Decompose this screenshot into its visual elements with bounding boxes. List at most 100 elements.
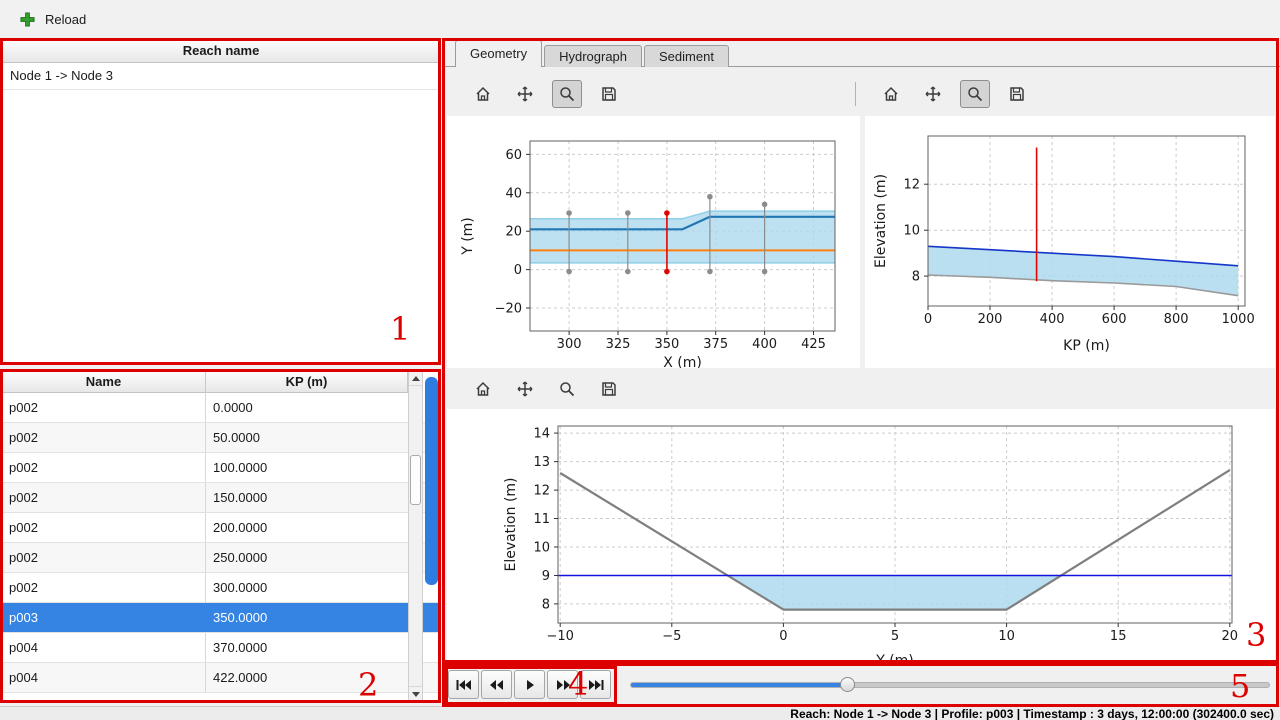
save-icon [602, 382, 616, 396]
svg-text:Y (m): Y (m) [460, 217, 476, 256]
home-icon [884, 86, 898, 101]
zoom-button[interactable] [552, 375, 582, 403]
cell-kp[interactable]: 300.0000 [213, 580, 268, 595]
column-header-name[interactable]: Name [2, 371, 206, 393]
svg-text:15: 15 [1110, 629, 1127, 644]
home-button[interactable] [468, 80, 498, 108]
scroll-down-button[interactable] [409, 686, 422, 701]
cell-kp[interactable]: 100.0000 [213, 460, 268, 475]
cell-name[interactable]: p002 [2, 513, 206, 542]
fast-forward-button[interactable] [547, 670, 578, 699]
home-icon [476, 86, 490, 101]
svg-text:400: 400 [1040, 312, 1065, 327]
playback-strip [443, 664, 1280, 706]
cell-kp[interactable]: 250.0000 [213, 550, 268, 565]
cell-name[interactable]: p004 [2, 633, 206, 662]
reload-plus-icon [20, 11, 35, 27]
skip-to-start-icon [456, 679, 471, 690]
skip-to-start-button[interactable] [448, 670, 479, 699]
cell-kp[interactable]: 50.0000 [213, 430, 260, 445]
table-row[interactable]: p004 422.0000 [2, 663, 440, 693]
pan-button[interactable] [510, 375, 540, 403]
skip-to-end-button[interactable] [580, 670, 611, 699]
plan-view-chart[interactable]: 300 325 350 375 400 425 −20 0 20 40 60 X (m) Y (m) [447, 116, 860, 368]
scroll-up-button[interactable] [409, 371, 422, 386]
tab-hydrograph[interactable]: Hydrograph [544, 45, 643, 67]
cell-name[interactable]: p003 [2, 603, 206, 632]
pan-icon [517, 86, 533, 102]
zoom-button[interactable] [552, 80, 582, 108]
reach-list: Node 1 -> Node 3 [2, 63, 440, 90]
rewind-button[interactable] [481, 670, 512, 699]
svg-text:300: 300 [557, 337, 582, 352]
tab-sediment[interactable]: Sediment [644, 45, 729, 67]
overlay-scrollbar[interactable] [425, 377, 438, 585]
reach-list-item[interactable]: Node 1 -> Node 3 [2, 63, 440, 90]
pan-button[interactable] [510, 80, 540, 108]
slider-handle[interactable] [839, 677, 855, 692]
slider-track[interactable] [630, 682, 1270, 688]
zoom-button[interactable] [960, 80, 990, 108]
table-row[interactable]: p002 300.0000 [2, 573, 440, 603]
svg-text:10: 10 [533, 541, 550, 556]
cell-kp[interactable]: 0.0000 [213, 400, 253, 415]
cell-kp[interactable]: 350.0000 [213, 610, 268, 625]
table-scrollbar[interactable] [408, 371, 423, 701]
cell-name[interactable]: p004 [2, 663, 206, 692]
table-header-row: Name KP (m) [2, 371, 440, 393]
svg-text:425: 425 [801, 337, 826, 352]
svg-text:KP (m): KP (m) [1063, 338, 1110, 354]
svg-text:40: 40 [505, 186, 522, 201]
home-button[interactable] [468, 375, 498, 403]
column-header-kp[interactable]: KP (m) [206, 371, 408, 393]
profile-table-body: p002 0.0000 p002 50.0000 p002 100.0000 p002 150… [2, 393, 440, 693]
save-button[interactable] [594, 80, 624, 108]
long-profile-toolbar [876, 80, 1032, 108]
svg-text:13: 13 [533, 455, 550, 470]
table-row[interactable]: p002 250.0000 [2, 543, 440, 573]
save-button[interactable] [594, 375, 624, 403]
save-icon [602, 87, 616, 101]
time-slider[interactable] [630, 674, 1270, 696]
status-text: Reach: Node 1 -> Node 3 | Profile: p003 … [790, 707, 1274, 720]
cell-name[interactable]: p002 [2, 453, 206, 482]
svg-text:0: 0 [779, 629, 787, 644]
table-row[interactable]: p002 200.0000 [2, 513, 440, 543]
cell-kp[interactable]: 150.0000 [213, 490, 268, 505]
reach-name-header: Reach name [2, 40, 440, 63]
table-row[interactable]: p004 370.0000 [2, 633, 440, 663]
cell-name[interactable]: p002 [2, 543, 206, 572]
save-button[interactable] [1002, 80, 1032, 108]
geometry-tab-pane: 300 325 350 375 400 425 −20 0 20 40 60 X (m) Y (m) 0… [443, 66, 1280, 663]
long-profile-chart[interactable]: 0 200 400 600 800 1000 8 10 12 KP (m) Elevation (m… [865, 116, 1275, 368]
pan-button[interactable] [918, 80, 948, 108]
svg-text:Elevation (m): Elevation (m) [873, 174, 889, 268]
reload-button[interactable]: Reload [20, 12, 86, 27]
table-row[interactable]: p002 100.0000 [2, 453, 440, 483]
cell-kp[interactable]: 200.0000 [213, 520, 268, 535]
cell-name[interactable]: p002 [2, 423, 206, 452]
cell-name[interactable]: p002 [2, 483, 206, 512]
cross-section-chart[interactable]: −10 −5 0 5 10 15 20 8 9 10 11 12 13 14 Y (m) Elevation … [447, 409, 1275, 663]
table-row[interactable]: p003 350.0000 [2, 603, 440, 633]
table-row[interactable]: p002 0.0000 [2, 393, 440, 423]
cell-name[interactable]: p002 [2, 393, 206, 422]
playback-controls [448, 670, 611, 699]
home-button[interactable] [876, 80, 906, 108]
svg-text:0: 0 [924, 312, 932, 327]
play-button[interactable] [514, 670, 545, 699]
svg-text:350: 350 [654, 337, 679, 352]
status-bar: Reach: Node 1 -> Node 3 | Profile: p003 … [0, 706, 1280, 720]
svg-text:−20: −20 [495, 302, 522, 317]
table-row[interactable]: p002 50.0000 [2, 423, 440, 453]
cell-kp[interactable]: 370.0000 [213, 640, 268, 655]
svg-text:Y (m): Y (m) [875, 653, 914, 663]
zoom-icon [560, 87, 575, 102]
scrollbar-thumb[interactable] [410, 455, 421, 505]
tab-geometry[interactable]: Geometry [455, 40, 543, 67]
table-row[interactable]: p002 150.0000 [2, 483, 440, 513]
svg-text:200: 200 [978, 312, 1003, 327]
cell-name[interactable]: p002 [2, 573, 206, 602]
cell-kp[interactable]: 422.0000 [213, 670, 268, 685]
home-icon [476, 381, 490, 396]
